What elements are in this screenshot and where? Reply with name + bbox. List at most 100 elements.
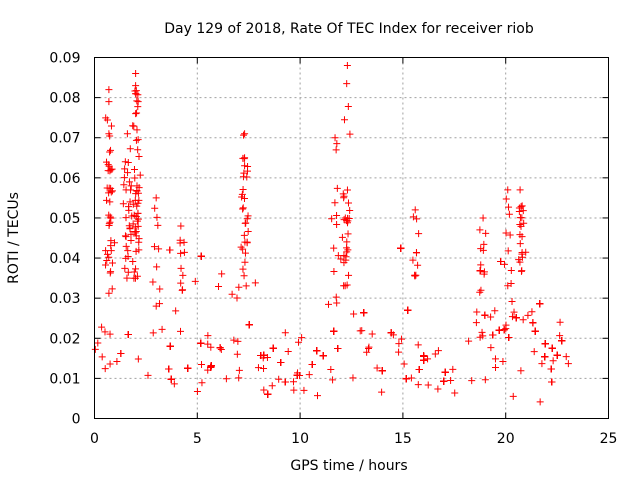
data-point [478,328,486,336]
data-point [238,193,246,201]
data-point [424,381,432,389]
data-point [103,116,111,124]
data-point [290,386,298,394]
data-point [198,379,206,387]
data-point [491,355,499,363]
data-point [333,221,341,229]
data-point [124,247,132,255]
data-point [134,136,142,144]
data-point [487,344,495,352]
data-point [345,271,353,279]
data-point [135,235,143,243]
data-point [434,347,442,355]
data-point [98,323,106,331]
data-point [480,240,488,248]
data-point [129,200,137,208]
data-point [508,313,516,321]
data-point [130,211,138,219]
data-point [240,272,248,280]
data-point [239,154,247,162]
data-point [378,388,386,396]
data-point [152,194,160,202]
data-point [121,264,129,272]
data-point [126,145,134,153]
data-point [518,250,526,258]
data-point [476,267,484,275]
data-point [133,97,141,105]
data-point [472,319,480,327]
data-point [153,213,161,221]
data-point [343,80,351,88]
data-point [125,206,133,214]
data-point [123,130,131,138]
data-point [134,91,142,99]
data-point [106,167,114,175]
data-point [269,344,277,352]
data-point [126,225,134,233]
data-point [241,219,249,227]
data-point [228,290,236,298]
data-point [528,308,536,316]
data-point [149,278,157,286]
data-point [516,221,524,229]
data-point [518,253,526,261]
data-point [293,371,301,379]
data-point [313,347,321,355]
data-point [215,282,223,290]
data-point [465,337,473,345]
data-point [130,122,138,130]
data-point [516,214,524,222]
data-point [319,352,327,360]
data-point [124,268,132,276]
y-tick-label: 0.05 [49,211,80,227]
data-point [517,267,525,275]
data-point [233,294,241,302]
data-point [133,109,141,117]
data-point [104,161,112,169]
data-point [260,351,268,359]
data-point [476,226,484,234]
data-point [516,240,524,248]
tick-labels: 0 5 10 15 20 25 0 0.01 0.02 0.03 0.04 0.05 0.06 0.07 0… [49,51,617,448]
data-point [197,339,205,347]
data-point [281,378,289,386]
data-point [395,340,403,348]
data-point [241,249,249,257]
y-axis-title: ROTI / TECUs [6,192,22,284]
data-point [105,189,113,197]
chart-title: Day 129 of 2018, Rate Of TEC Index for r… [164,21,534,37]
data-point [300,386,308,394]
data-point [343,62,351,70]
data-point [207,343,215,351]
data-point [158,325,166,333]
data-point [519,316,527,324]
data-point [132,136,140,144]
data-point [239,204,247,212]
data-point [364,344,372,352]
data-point [530,348,538,356]
data-point [127,186,135,194]
data-point [107,166,115,174]
data-point [235,374,243,382]
data-point [289,378,297,386]
data-point [329,376,337,384]
data-point [409,213,417,221]
data-point [434,385,442,393]
data-point [414,341,422,349]
data-point [517,367,525,375]
data-point [424,355,432,363]
data-point [177,279,185,287]
data-point [264,390,272,398]
x-tick-label: 20 [497,431,515,447]
data-point [350,310,358,318]
data-point [217,346,225,354]
data-point [343,186,351,194]
data-point [395,348,403,356]
data-point [241,130,249,138]
data-point [136,171,144,179]
data-point [154,221,162,229]
data-point [131,223,139,231]
data-point [330,327,338,335]
data-point [334,344,342,352]
